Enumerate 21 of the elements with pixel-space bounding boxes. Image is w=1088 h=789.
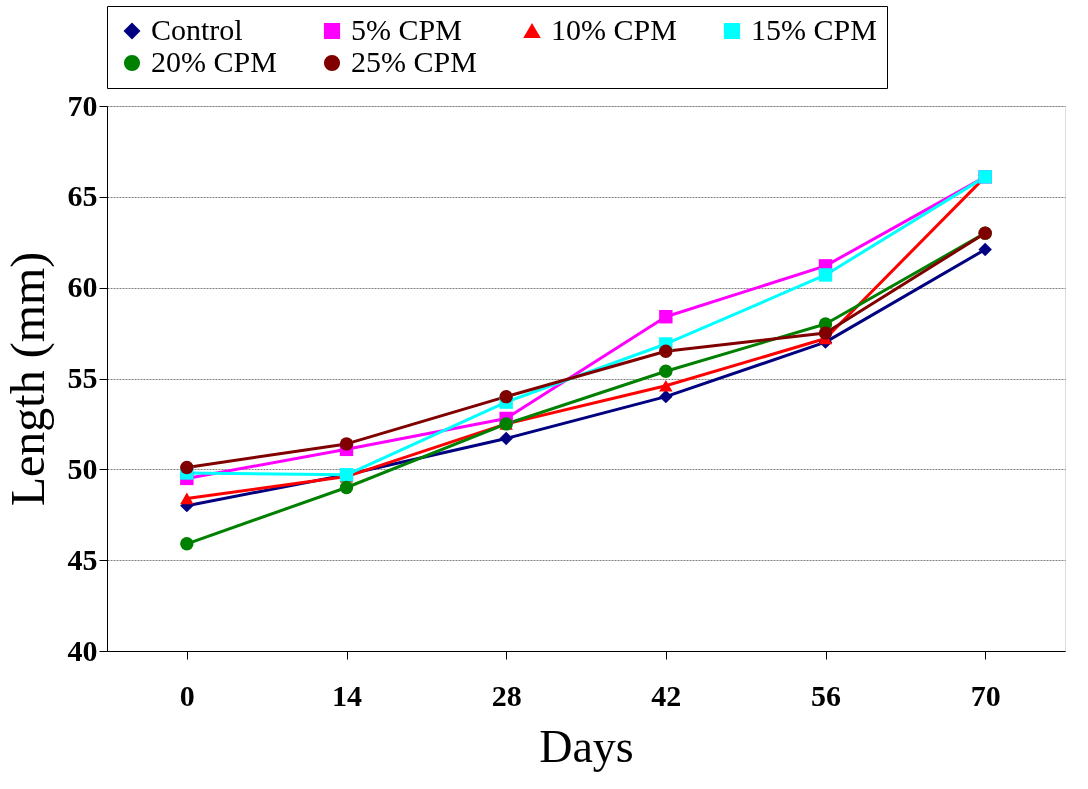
- y-tick-label: 65: [67, 179, 98, 213]
- legend-label: Control: [151, 13, 243, 46]
- legend-label: 25% CPM: [351, 45, 477, 78]
- legend-label: 5% CPM: [351, 13, 462, 46]
- y-tick-label: 70: [67, 88, 98, 122]
- x-tick-label: 42: [651, 678, 682, 712]
- x-tick-label: 56: [811, 678, 841, 712]
- x-axis-title: Days: [539, 720, 634, 772]
- legend-label: 15% CPM: [751, 13, 877, 46]
- x-tick-label: 0: [179, 678, 195, 712]
- y-tick-label: 55: [67, 361, 98, 394]
- y-tick-label: 40: [67, 633, 98, 667]
- y-axis-title: Length (mm): [0, 251, 55, 507]
- legend-label: 10% CPM: [551, 13, 677, 46]
- legend-label: 20% CPM: [151, 45, 277, 78]
- x-tick-label: 28: [491, 678, 522, 712]
- x-tick-label: 14: [332, 678, 362, 712]
- y-tick-label: 45: [67, 542, 98, 576]
- y-tick-label: 60: [67, 270, 98, 304]
- x-tick-label: 70: [970, 678, 1001, 712]
- y-tick-label: 50: [67, 451, 98, 485]
